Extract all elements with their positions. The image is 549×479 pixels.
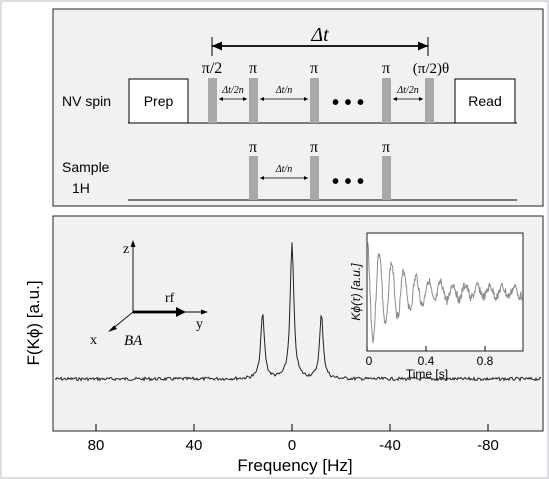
sample-sublabel: 1H [72,180,90,196]
nv-spin-label: NV spin [62,93,111,109]
spectrum-panel: F(Kϕ) [a.u.] 80 40 0 -40 -80 Frequency [… [24,215,544,475]
spacing-half-left: Δt/2n [221,85,243,96]
x-tick-label-40: 40 [186,437,203,454]
nv-pulse-1 [208,78,217,123]
nv-pulse-2 [249,78,258,123]
sample-pulse-2 [310,156,319,200]
delta-t-arrowhead-right [418,41,428,51]
nv-pulse-label-3: π [310,60,318,77]
nv-pulse-label-1: π/2 [202,60,223,77]
read-label: Read [468,93,501,109]
inset-x-tick-0: 0 [366,354,373,368]
inset-xlabel: Time [s] [406,367,448,381]
pulse-sequence-panel: Δt NV spin Prep Read π/2 π π π (π/2)θ Δt… [52,8,544,207]
x-tick-label-0: 0 [288,437,296,454]
inset-x-tick-08: 0.8 [477,354,494,368]
read-box [454,78,516,124]
delta-t-label: Δt [310,24,329,46]
spacing-full-nv: Δt/n [275,85,292,96]
inset-trace [367,242,523,344]
axis-y-label: y [196,317,203,332]
nv-pulse-3 [310,78,319,123]
spectrum-ylabel: F(Kϕ) [a.u.] [24,280,43,365]
nv-pulse-5 [425,78,434,123]
inset-plot: 0 0.4 0.8 Time [s] Kϕ(τ) [a.u.] [349,232,524,381]
spectrum-trace [54,242,542,383]
sample-pulse-label-3: π [382,139,390,156]
spacing-half-right: Δt/2n [396,85,418,96]
sample-pulse-label-2: π [310,139,318,156]
delta-t-arrowhead-left [212,41,222,51]
spacing-full-sample: Δt/n [275,164,292,175]
prep-label: Prep [144,93,174,109]
nv-pulse-label-4: π [382,60,390,77]
prep-box [128,78,189,124]
sample-ellipsis: • • • [332,171,364,193]
nv-ellipsis: • • • [332,92,364,114]
sample-pulse-3 [382,156,391,200]
x-tick-label-minus80: -80 [477,437,499,454]
spectrum-xlabel: Frequency [Hz] [237,456,352,475]
inset-ylabel: Kϕ(τ) [a.u.] [349,263,363,321]
x-tick-label-minus40: -40 [379,437,401,454]
nv-pulse-4 [382,78,391,123]
nv-pulse-label-2: π [249,60,257,77]
axis-z-label: z [123,242,129,257]
field-label: BA [124,333,143,349]
sample-label: Sample [62,159,110,175]
axis-x-label: x [90,333,97,348]
coordinate-axes [108,240,208,332]
x-ticks [95,424,489,431]
rf-label: rf [165,291,175,306]
sample-pulse-label-1: π [249,139,257,156]
sample-pulse-1 [249,156,258,200]
inset-x-tick-04: 0.4 [418,354,435,368]
x-tick-label-80: 80 [88,437,105,454]
nv-pulse-label-5: (π/2)θ [413,61,449,77]
